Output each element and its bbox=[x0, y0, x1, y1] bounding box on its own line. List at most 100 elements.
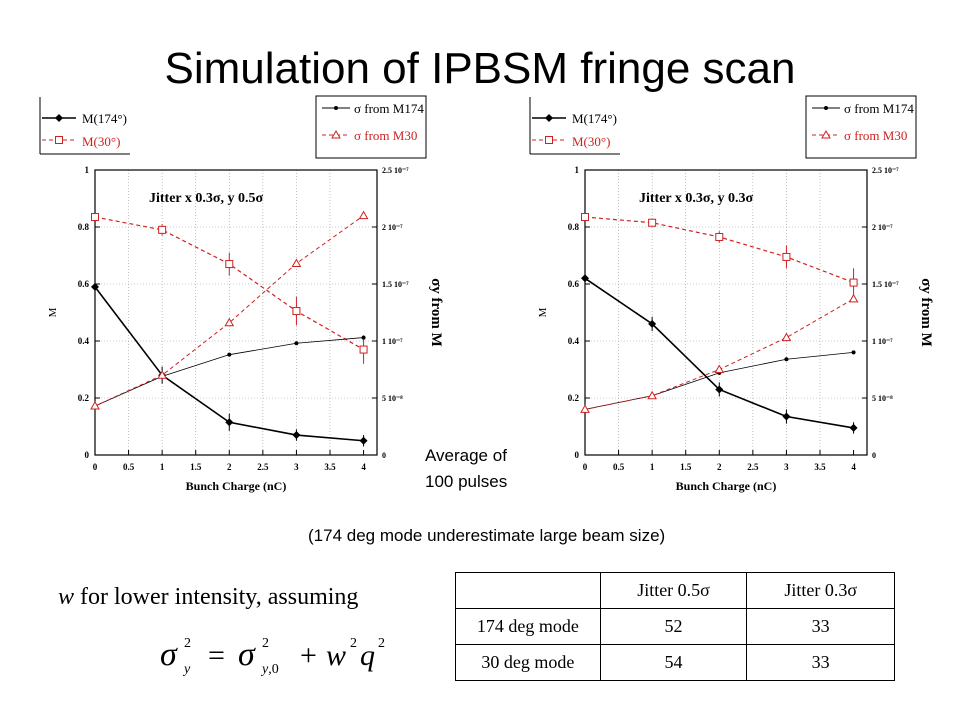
series-sigma-m30-point bbox=[224, 317, 235, 327]
y-left-tick-label: 0.8 bbox=[568, 222, 580, 232]
y-right-axis-label: σy from M bbox=[428, 278, 444, 347]
series-m30-point bbox=[158, 225, 167, 234]
legend-sigma174-label: σ from M174 bbox=[844, 101, 914, 116]
series-m30-point bbox=[849, 278, 858, 287]
x-tick-label: 3.5 bbox=[814, 462, 826, 472]
average-note-line2: 100 pulses bbox=[425, 472, 508, 491]
table-header-cell bbox=[455, 572, 601, 609]
w-description-text: for lower intensity, assuming bbox=[74, 584, 359, 610]
series-m174-point bbox=[849, 423, 858, 432]
legend-right-box bbox=[805, 95, 917, 159]
legend-m174-marker bbox=[55, 114, 63, 122]
table-cell: 52 bbox=[599, 608, 748, 645]
series-m30-point bbox=[782, 252, 791, 261]
series-m30-point bbox=[715, 232, 724, 241]
x-tick-label: 2 bbox=[717, 462, 722, 472]
legend-sigma174-marker bbox=[334, 106, 338, 110]
y-right-tick-label: 1.5 10⁻⁷ bbox=[382, 280, 409, 289]
series-sigma-m174-point bbox=[227, 352, 232, 357]
y-left-tick-label: 0.6 bbox=[568, 279, 580, 289]
table-row: 30 deg mode 54 33 bbox=[455, 644, 895, 681]
x-axis-label: Bunch Charge (nC) bbox=[186, 479, 287, 493]
underestimate-note: (174 deg mode underestimate large beam s… bbox=[308, 526, 666, 545]
y-right-tick-label: 0 bbox=[872, 451, 876, 460]
plot-frame bbox=[584, 169, 868, 456]
jitter-label: Jitter x 0.3σ, y 0.3σ bbox=[639, 191, 754, 206]
svg-text:y,0: y,0 bbox=[260, 662, 279, 677]
table-cell: 174 deg mode bbox=[455, 608, 601, 645]
x-tick-label: 0 bbox=[583, 462, 588, 472]
x-tick-label: 1 bbox=[650, 462, 655, 472]
svg-text:q: q bbox=[360, 639, 375, 672]
chart-jitter-05: 0 0.5 1 1.5 2 2.5 3 3.5 4 0 0.2 0.4 0.6 0.8 1 0 5 10⁻⁸ 1 … bbox=[39, 95, 444, 493]
svg-text:2: 2 bbox=[378, 636, 385, 651]
legend-sigma174-label: σ from M174 bbox=[354, 101, 424, 116]
y-right-tick-label: 1.5 10⁻⁷ bbox=[872, 280, 899, 289]
y-left-axis-label: M bbox=[47, 307, 59, 317]
plot-frame bbox=[94, 169, 378, 456]
svg-text:y: y bbox=[182, 662, 191, 677]
legend-left: M(174°) M(30°) bbox=[39, 97, 130, 155]
y-left-tick-label: 0.8 bbox=[78, 222, 90, 232]
x-axis-label: Bunch Charge (nC) bbox=[676, 479, 777, 493]
svg-text:=: = bbox=[208, 639, 225, 672]
svg-text:2: 2 bbox=[184, 636, 191, 651]
legend-left: M(174°) M(30°) bbox=[529, 97, 620, 155]
table-header-cell: Jitter 0.5σ bbox=[599, 572, 748, 609]
x-tick-label: 4 bbox=[851, 462, 856, 472]
x-tick-label: 0.5 bbox=[123, 462, 135, 472]
series-sigma-m174-point bbox=[361, 335, 366, 340]
y-left-tick-label: 0 bbox=[575, 450, 580, 460]
svg-text:σ: σ bbox=[160, 636, 178, 673]
series-sigma-m30-point bbox=[781, 332, 792, 342]
series-sigma-m30-line bbox=[94, 215, 364, 407]
series-m174-point bbox=[648, 319, 657, 328]
series-m174-point bbox=[782, 412, 791, 421]
table-cell: 54 bbox=[599, 644, 748, 681]
series-m30-point bbox=[359, 345, 368, 354]
series-m174-point bbox=[225, 418, 234, 427]
y-left-tick-label: 0.2 bbox=[78, 393, 90, 403]
series-sigma-m30-point bbox=[580, 404, 590, 413]
x-tick-label: 1.5 bbox=[190, 462, 202, 472]
sigma-formula: σ 2 y = σ 2 y,0 + w 2 q 2 bbox=[160, 636, 385, 677]
legend-m30-label: M(30°) bbox=[572, 134, 610, 149]
y-right-tick-label: 1 10⁻⁷ bbox=[382, 337, 403, 346]
legend-m174-marker bbox=[545, 114, 553, 122]
series-sigma-m30-point bbox=[358, 210, 369, 220]
table-row: 174 deg mode 52 33 bbox=[455, 608, 895, 645]
y-right-tick-label: 2.5 10⁻⁷ bbox=[382, 166, 409, 175]
series-m30-point bbox=[292, 307, 301, 316]
x-tick-label: 3 bbox=[294, 462, 299, 472]
series-m174-point bbox=[292, 431, 301, 440]
legend-sigma30-marker bbox=[821, 129, 831, 139]
chart-jitter-03: 0 0.5 1 1.5 2 2.5 3 3.5 4 0 0.2 0.4 0.6 0.8 1 0 5 10⁻⁸ 1 … bbox=[529, 95, 934, 493]
series-sigma-m30-point bbox=[291, 258, 302, 267]
series-sigma-m30-point bbox=[90, 400, 100, 410]
y-left-tick-label: 1 bbox=[575, 165, 580, 175]
x-tick-label: 2.5 bbox=[747, 462, 759, 472]
x-tick-label: 1 bbox=[160, 462, 165, 472]
svg-text:w: w bbox=[326, 639, 346, 672]
x-tick-label: 4 bbox=[361, 462, 366, 472]
y-right-tick-label: 2 10⁻⁷ bbox=[872, 223, 893, 232]
legend-sigma30-label: σ from M30 bbox=[844, 128, 907, 143]
y-right-tick-label: 2 10⁻⁷ bbox=[382, 223, 403, 232]
series-m30-point bbox=[581, 213, 589, 222]
svg-text:2: 2 bbox=[262, 636, 269, 651]
jitter-label: Jitter x 0.3σ, y 0.5σ bbox=[149, 191, 264, 206]
x-tick-label: 0.5 bbox=[613, 462, 625, 472]
legend-m174-label: M(174°) bbox=[82, 111, 127, 126]
svg-text:2: 2 bbox=[350, 636, 357, 651]
table-header-row: Jitter 0.5σ Jitter 0.3σ bbox=[455, 572, 895, 609]
table-cell: 33 bbox=[746, 608, 895, 645]
y-right-tick-label: 0 bbox=[382, 451, 386, 460]
series-m30-point bbox=[225, 260, 234, 269]
y-left-tick-label: 1 bbox=[85, 165, 90, 175]
series-sigma-m174-point bbox=[851, 350, 856, 355]
svg-text:σ: σ bbox=[238, 636, 256, 673]
series-sigma-m174-point bbox=[294, 341, 299, 346]
legend-sigma174-marker bbox=[824, 106, 828, 110]
series-m174-point bbox=[715, 385, 724, 394]
x-tick-label: 2 bbox=[227, 462, 232, 472]
